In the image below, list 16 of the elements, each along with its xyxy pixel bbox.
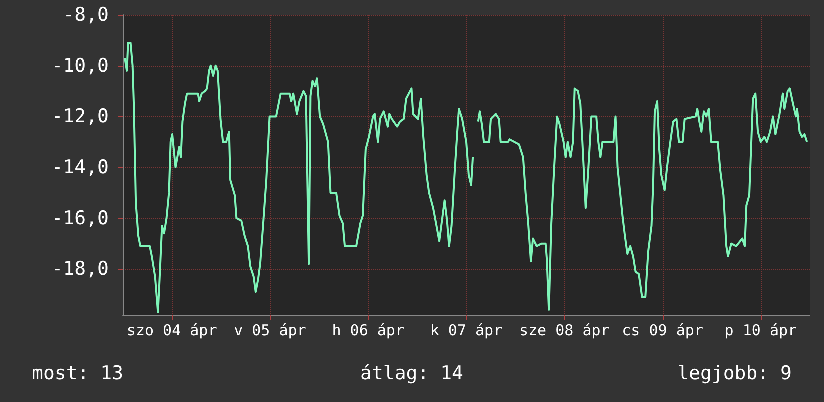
x-tick-label: p 10 ápr [724,322,798,340]
x-tick-label: k 07 ápr [430,322,503,340]
x-tick-label: szo 04 ápr [126,322,218,340]
x-tick-label: cs 09 ápr [622,322,704,340]
text: legjobb: 9 [678,362,792,384]
y-tick-label: -16,0 [52,207,109,230]
y-tick-label: -8,0 [63,4,109,26]
y-tick-label: -10,0 [52,54,109,77]
y-tick-label: -18,0 [52,258,109,280]
x-tick-label: v 05 ápr [234,322,306,340]
text: átlag: 14 [360,362,464,384]
x-tick-label: sze 08 ápr [519,322,610,340]
y-tick-label: -12,0 [52,106,109,128]
text: most: 13 [32,362,124,384]
x-tick-label: h 06 ápr [332,322,404,340]
y-tick-label: -14,0 [52,156,109,179]
